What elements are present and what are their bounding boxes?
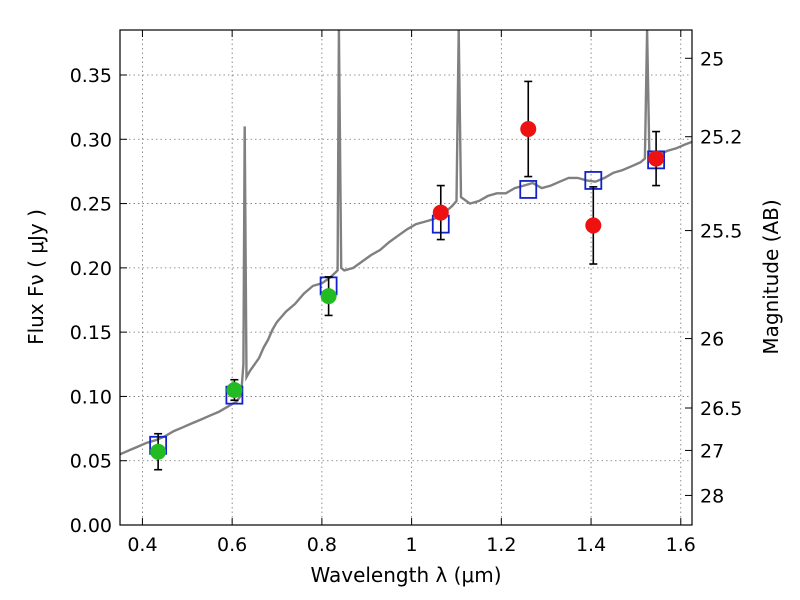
observed-nir-point xyxy=(585,217,602,234)
plot-frame xyxy=(119,29,693,526)
y-axis-title: Flux Fν ( μJy ) xyxy=(24,209,48,345)
x-ticks: 0.4 0.6 0.8 1 1.2 1.4 1.6 xyxy=(127,30,696,556)
y2-tick-label: 26.5 xyxy=(700,398,742,420)
x-tick-label: 1.2 xyxy=(486,534,516,556)
y-tick-label: 0.10 xyxy=(70,386,112,408)
observed-nir-point xyxy=(432,204,449,221)
y-tick-label: 0.35 xyxy=(70,65,112,87)
y2-tick-label: 25.5 xyxy=(700,221,742,243)
observed-optical-point xyxy=(150,443,167,460)
observed-optical-point xyxy=(226,382,243,398)
y2-tick-label: 28 xyxy=(700,485,724,507)
y2-tick-label: 25 xyxy=(700,48,724,70)
x-tick-label: 0.4 xyxy=(127,534,157,556)
y2-tick-label: 26 xyxy=(700,329,724,351)
observed-nir-point xyxy=(648,150,665,167)
x-tick-label: 0.8 xyxy=(307,534,337,556)
y-tick-label: 0.15 xyxy=(70,322,112,344)
y-tick-label: 0.25 xyxy=(70,194,112,216)
y2-ticks: 25 25.2 25.5 26 26.5 27 28 xyxy=(685,48,742,507)
x-axis-title: Wavelength λ (μm) xyxy=(310,563,501,587)
y-ticks: 0.00 0.05 0.10 0.15 0.20 0.25 0.30 0.35 xyxy=(70,65,127,537)
x-tick-label: 1.6 xyxy=(666,534,696,556)
y-tick-label: 0.30 xyxy=(70,129,112,151)
model-spectrum-line xyxy=(120,30,692,456)
y2-axis-title: Magnitude (AB) xyxy=(759,199,783,354)
observed-nir-point xyxy=(520,121,537,137)
y2-tick-label: 25.2 xyxy=(700,127,742,149)
model-box-marker xyxy=(519,180,538,199)
x-tick-label: 1.4 xyxy=(576,534,606,556)
y-tick-label: 0.05 xyxy=(70,451,112,473)
plot-area xyxy=(120,30,692,471)
y-tick-label: 0.20 xyxy=(70,258,112,280)
y-tick-label: 0.00 xyxy=(70,515,112,537)
x-tick-label: 1 xyxy=(406,534,418,556)
y2-tick-label: 27 xyxy=(700,440,724,462)
grid-lines xyxy=(120,30,692,525)
x-tick-label: 0.6 xyxy=(217,534,247,556)
observed-optical-point xyxy=(320,288,337,305)
